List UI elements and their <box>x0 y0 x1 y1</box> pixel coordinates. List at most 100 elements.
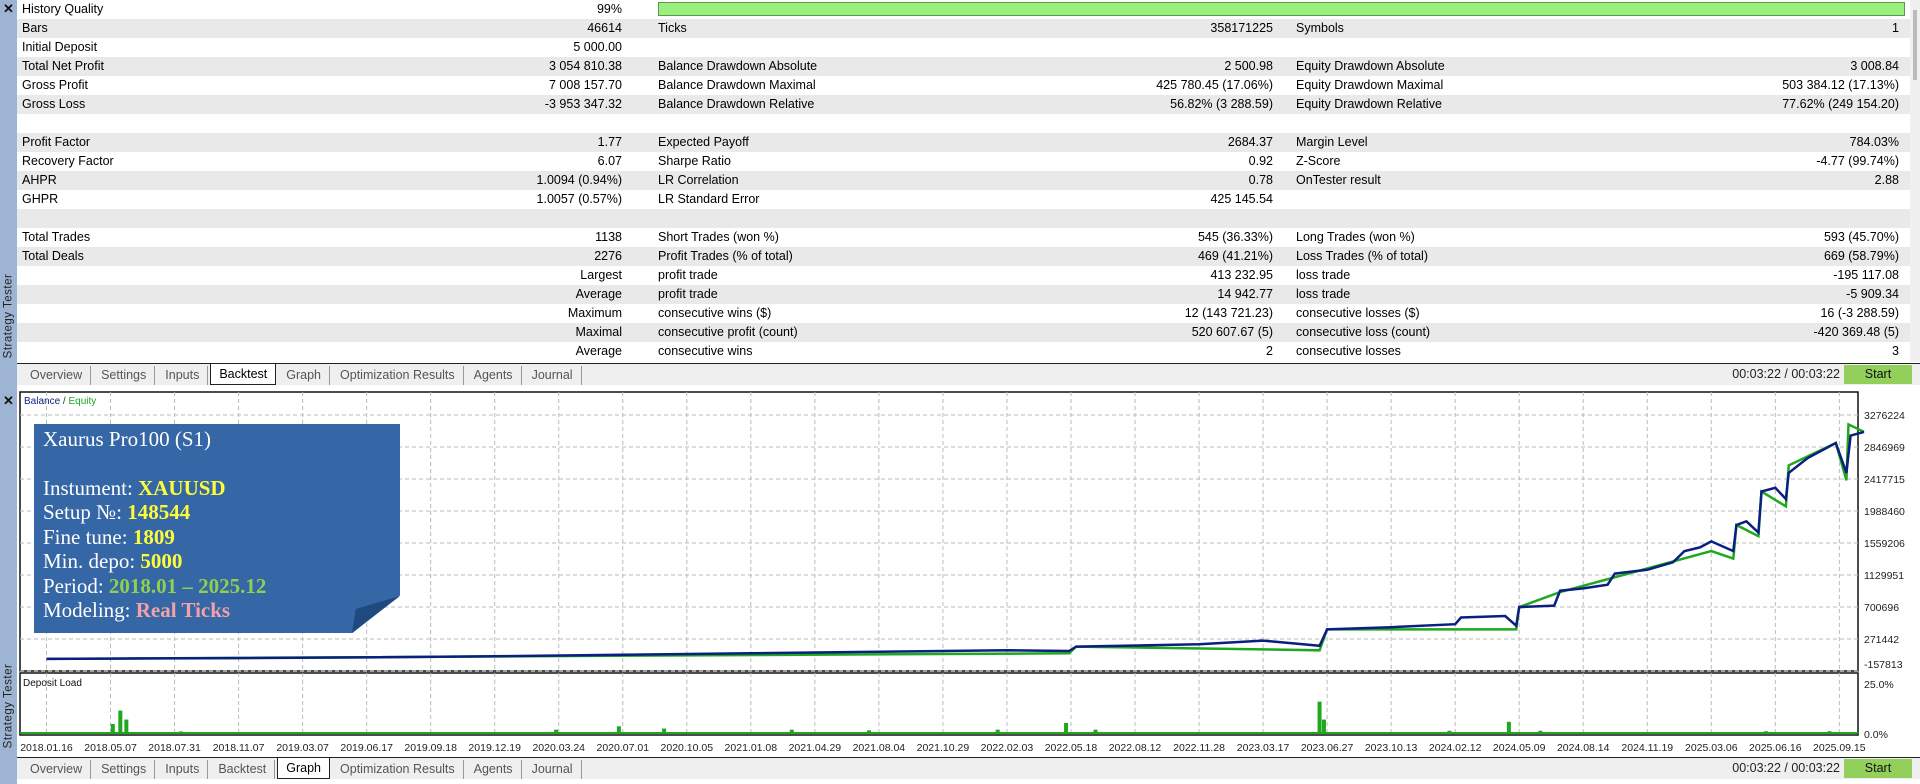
stat-label: Margin Level <box>1296 135 1368 149</box>
stat-label: OnTester result <box>1296 173 1381 187</box>
tab-journal[interactable]: Journal <box>524 760 582 779</box>
stats-row: GHPR 1.0057 (0.57%) LR Standard Error 425 1… <box>17 190 1910 209</box>
legend-balance: Balance <box>24 396 61 407</box>
x-tick-label: 2018.05.07 <box>84 742 137 754</box>
tab-graph[interactable]: Graph <box>277 758 331 779</box>
deposit-load-bar <box>179 731 184 733</box>
stats-row: Average profit trade 14 942.77 loss trade -5… <box>17 285 1910 304</box>
stat-label: consecutive loss (count) <box>1296 325 1431 339</box>
stat-label: Initial Deposit <box>22 40 98 54</box>
stat-value: 2276 <box>594 249 622 263</box>
stat-label: Ticks <box>658 21 687 35</box>
x-tick-label: 2023.06.27 <box>1301 742 1354 754</box>
stats-row: Initial Deposit 5 000.00 <box>17 38 1910 57</box>
stat-value: 5 000.00 <box>573 40 622 54</box>
tab-agents[interactable]: Agents <box>466 366 522 385</box>
tab-inputs[interactable]: Inputs <box>157 760 209 779</box>
stat-label: Z-Score <box>1296 154 1341 168</box>
tab-overview[interactable]: Overview <box>22 366 92 385</box>
x-tick-label: 2022.05.18 <box>1045 742 1098 754</box>
stat-value: 16 (-3 288.59) <box>1820 306 1899 320</box>
stats-row: Total Trades 1138 Short Trades (won %) 545 … <box>17 228 1910 247</box>
stat-value: -3 953 347.32 <box>544 97 622 111</box>
stat-label: Equity Drawdown Relative <box>1296 97 1442 111</box>
tab-optimization-results[interactable]: Optimization Results <box>332 760 464 779</box>
tab-overview[interactable]: Overview <box>22 760 92 779</box>
stat-value: 503 384.12 (17.13%) <box>1782 78 1899 92</box>
x-tick-label: 2022.02.03 <box>981 742 1034 754</box>
stat-value: 2 500.98 <box>1224 59 1273 73</box>
deposit-load-bar <box>1827 731 1832 733</box>
stat-value: Average <box>575 344 622 358</box>
y-tick-label: 25.0% <box>1864 679 1894 691</box>
stat-value: 7 008 157.70 <box>549 78 622 92</box>
stats-row: Bars 46614 Ticks 358171225 Symbols 1 <box>17 19 1910 38</box>
tab-backtest[interactable]: Backtest <box>210 364 277 385</box>
stat-value: 77.62% (249 154.20) <box>1782 97 1899 111</box>
tab-backtest[interactable]: Backtest <box>210 760 276 779</box>
y-tick-label: 2846969 <box>1864 442 1905 454</box>
stats-row: Profit Factor 1.77 Expected Payoff 2684.37 M… <box>17 133 1910 152</box>
stat-label: Expected Payoff <box>658 135 749 149</box>
x-tick-label: 2021.01.08 <box>725 742 778 754</box>
tab-inputs[interactable]: Inputs <box>157 366 209 385</box>
stat-label: GHPR <box>22 192 59 206</box>
stat-value: Maximum <box>567 306 622 320</box>
stat-label: Loss Trades (% of total) <box>1296 249 1429 263</box>
deposit-load-bar <box>554 729 559 733</box>
stat-label: loss trade <box>1296 287 1351 301</box>
x-tick-label: 2019.09.18 <box>404 742 457 754</box>
x-tick-label: 2025.06.16 <box>1749 742 1802 754</box>
stat-value: 1.0057 (0.57%) <box>536 192 622 206</box>
stat-label: Recovery Factor <box>22 154 114 168</box>
stat-label: History Quality <box>22 2 104 16</box>
info-label: Modeling: <box>43 598 131 622</box>
stat-value: 0.78 <box>1248 173 1273 187</box>
x-tick-label: 2024.11.19 <box>1621 742 1673 754</box>
stat-value: -420 369.48 (5) <box>1813 325 1899 339</box>
stats-row: Gross Loss -3 953 347.32 Balance Drawdown … <box>17 95 1910 114</box>
stat-value: 2684.37 <box>1227 135 1273 149</box>
y-tick-label: 700696 <box>1864 602 1899 614</box>
panel-title: Strategy Tester <box>2 663 15 749</box>
tab-graph[interactable]: Graph <box>278 366 331 385</box>
y-tick-label: 0.0% <box>1864 729 1888 741</box>
chart-legend: Balance / Equity <box>24 396 96 407</box>
stats-row: Largest profit trade 413 232.95 loss trade -… <box>17 266 1910 285</box>
balance-line <box>46 430 1865 661</box>
instrument-value: XAUUSD <box>138 475 226 500</box>
stats-row <box>17 209 1910 228</box>
stat-label: Profit Factor <box>22 135 91 149</box>
top-tab-bar: 00:03:22 / 00:03:22 Start Overview Settin… <box>17 363 1920 385</box>
close-icon[interactable]: ✕ <box>3 1 14 16</box>
info-label: Fine tune: <box>43 524 128 549</box>
start-button[interactable]: Start <box>1844 759 1912 778</box>
stats-row: AHPR 1.0094 (0.94%) LR Correlation 0.78 OnTe… <box>17 171 1910 190</box>
stat-label: Total Deals <box>22 249 84 263</box>
stat-label: consecutive profit (count) <box>658 325 798 339</box>
stat-value: 46614 <box>587 21 622 35</box>
tab-settings[interactable]: Settings <box>93 366 156 385</box>
tab-optimization-results[interactable]: Optimization Results <box>332 366 464 385</box>
stat-value: 0.92 <box>1248 154 1273 168</box>
x-tick-label: 2021.10.29 <box>917 742 970 754</box>
stats-row: Recovery Factor 6.07 Sharpe Ratio 0.92 Z-Sco… <box>17 152 1910 171</box>
stat-value: -195 117.08 <box>1833 268 1899 282</box>
deposit-plot-frame <box>19 672 1859 736</box>
info-label: Instument: <box>43 475 133 500</box>
close-icon[interactable]: ✕ <box>3 393 14 408</box>
tab-agents[interactable]: Agents <box>466 760 522 779</box>
x-tick-label: 2023.03.17 <box>1237 742 1290 754</box>
stat-label: profit trade <box>658 268 718 282</box>
stat-value: 520 607.67 (5) <box>1191 325 1273 339</box>
stats-scrollbar[interactable] <box>1910 0 1920 362</box>
info-title: Xaurus Pro100 (S1) <box>43 427 211 451</box>
start-button[interactable]: Start <box>1844 365 1912 384</box>
stats-row: Total Net Profit 3 054 810.38 Balance Draw… <box>17 57 1910 76</box>
tab-settings[interactable]: Settings <box>93 760 156 779</box>
stat-value: 1.77 <box>597 135 622 149</box>
deposit-load-bar <box>1447 730 1452 733</box>
tab-journal[interactable]: Journal <box>524 366 582 385</box>
stat-label: Total Net Profit <box>22 59 104 73</box>
stats-row: Maximum consecutive wins ($) 12 (143 721.2… <box>17 304 1910 323</box>
